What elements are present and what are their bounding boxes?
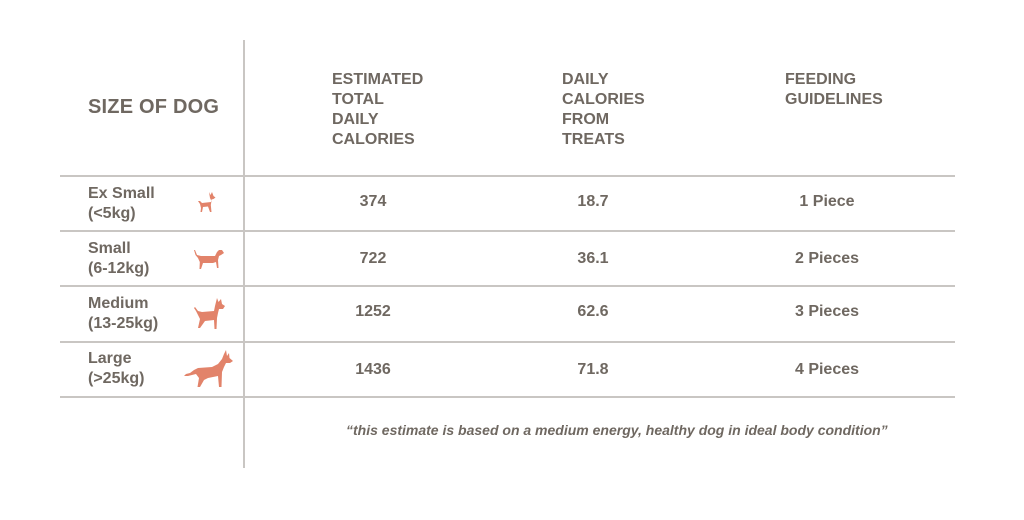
guideline-value: 4 Pieces: [794, 361, 860, 378]
chihuahua-icon: [196, 190, 218, 214]
guideline-value: 2 Pieces: [794, 250, 860, 267]
guideline-value: 3 Pieces: [794, 303, 860, 320]
row-divider: [60, 285, 955, 287]
treat-calories-value: 18.7: [577, 193, 609, 210]
row-size-label: Small (6-12kg): [88, 240, 150, 277]
header-estimated-calories: ESTIMATED TOTAL DAILY CALORIES: [332, 71, 424, 148]
row-size-label: Medium (13-25kg): [88, 295, 159, 332]
column-divider: [243, 40, 245, 468]
treat-calories-value: 62.6: [577, 303, 609, 320]
boxer-icon: [190, 296, 228, 332]
row-divider: [60, 396, 955, 398]
header-treat-calories: DAILY CALORIES FROM TREATS: [562, 71, 645, 148]
calories-value: 1436: [355, 361, 391, 378]
treat-calories-value: 71.8: [577, 361, 609, 378]
row-divider: [60, 230, 955, 232]
calories-value: 722: [359, 250, 387, 267]
header-feeding-guidelines: FEEDING GUIDELINES: [785, 71, 883, 108]
row-size-label: Ex Small (<5kg): [88, 185, 155, 222]
header-size-of-dog: SIZE OF DOG: [88, 96, 220, 118]
beagle-icon: [193, 246, 225, 272]
treat-calories-value: 36.1: [577, 250, 609, 267]
row-size-label: Large (>25kg): [88, 350, 145, 387]
row-divider: [60, 341, 955, 343]
calories-value: 374: [359, 193, 387, 210]
row-divider: [60, 175, 955, 177]
shepherd-icon: [182, 348, 234, 390]
footnote: “this estimate is based on a medium ener…: [346, 422, 888, 438]
guideline-value: 1 Piece: [799, 193, 855, 210]
calories-value: 1252: [355, 303, 391, 320]
